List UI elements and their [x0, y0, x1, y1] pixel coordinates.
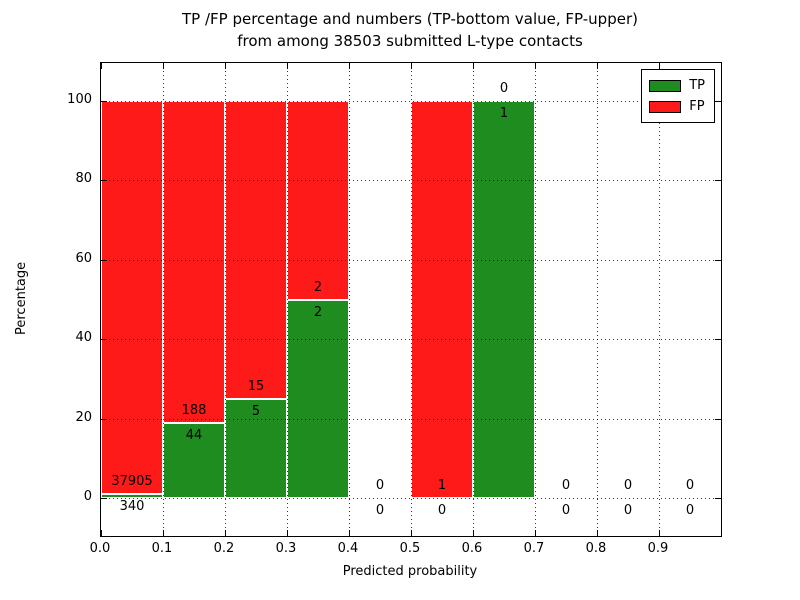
vertical-gridline — [473, 63, 474, 536]
vertical-gridline — [659, 63, 660, 536]
x-tick-mark-bottom — [597, 530, 598, 536]
y-tick-mark-right — [715, 418, 721, 420]
y-tick-mark-left — [101, 339, 107, 341]
tp-count-label: 0 — [685, 503, 695, 518]
y-tick-mark-right — [715, 180, 721, 182]
fp-count-label: 37905 — [111, 474, 153, 490]
x-tick-label: 0.2 — [213, 541, 235, 556]
fp-count-label: 0 — [685, 478, 695, 493]
x-tick-mark-top — [535, 63, 536, 69]
fp-count-label: 15 — [247, 378, 265, 394]
y-tick-mark-left — [101, 498, 107, 499]
x-tick-mark-top — [101, 63, 102, 69]
x-tick-label: 0.8 — [585, 541, 607, 556]
chart-title-line1: TP /FP percentage and numbers (TP-bottom… — [182, 10, 638, 28]
y-tick-label: 80 — [75, 171, 92, 187]
x-tick-mark-top — [163, 63, 164, 69]
x-tick-mark-top — [225, 63, 226, 69]
y-axis-label: Percentage — [14, 261, 29, 336]
tp-count-label: 340 — [119, 499, 145, 515]
fp-legend-swatch — [649, 100, 682, 113]
y-tick-mark-left — [101, 180, 107, 182]
vertical-gridline — [597, 63, 598, 536]
x-tick-mark-top — [659, 63, 660, 69]
tp-legend-label: TP — [689, 78, 705, 93]
x-tick-mark-bottom — [101, 530, 102, 536]
x-tick-mark-top — [473, 63, 474, 69]
tp-count-label: 0 — [437, 503, 447, 518]
vertical-gridline — [225, 63, 226, 536]
chart-title-line2: from among 38503 submitted L-type contac… — [237, 32, 583, 50]
y-tick-label: 0 — [83, 489, 92, 504]
tp-count-label: 0 — [623, 503, 633, 518]
x-tick-mark-top — [411, 63, 412, 69]
fp-count-label: 188 — [181, 402, 207, 418]
tp-bar-segment — [101, 494, 163, 498]
fp-count-label: 0 — [499, 81, 509, 96]
x-tick-mark-bottom — [411, 530, 412, 536]
x-tick-mark-bottom — [287, 530, 288, 536]
x-tick-label: 0.3 — [275, 541, 297, 556]
x-tick-label: 0.9 — [647, 541, 669, 556]
x-tick-label: 0.0 — [89, 541, 111, 556]
vertical-gridline — [163, 63, 164, 536]
tp-count-label: 1 — [499, 106, 509, 121]
x-tick-mark-top — [597, 63, 598, 69]
tp-bar-segment — [225, 398, 287, 498]
x-tick-mark-bottom — [535, 530, 536, 536]
x-tick-mark-top — [287, 63, 288, 69]
x-tick-mark-bottom — [349, 530, 350, 536]
y-tick-mark-right — [715, 259, 721, 261]
tp-count-label: 5 — [251, 403, 261, 419]
y-tick-label: 100 — [67, 92, 92, 107]
x-tick-label: 0.7 — [523, 541, 545, 556]
x-tick-label: 0.6 — [461, 541, 483, 556]
y-tick-mark-right — [715, 101, 721, 102]
fp-bar-segment — [287, 101, 349, 300]
x-tick-mark-bottom — [659, 530, 660, 536]
vertical-gridline — [535, 63, 536, 536]
y-tick-mark-right — [715, 339, 721, 341]
tp-bar-segment — [287, 299, 349, 498]
tp-bar-segment — [473, 101, 535, 498]
x-tick-mark-top — [349, 63, 350, 69]
tp-count-label: 2 — [313, 304, 323, 320]
y-tick-mark-left — [101, 418, 107, 420]
y-tick-mark-left — [101, 259, 107, 261]
fp-count-label: 0 — [623, 478, 633, 493]
fp-legend-label: FP — [689, 99, 705, 114]
x-axis-label: Predicted probability — [342, 564, 478, 579]
fp-bar-segment — [101, 101, 163, 495]
fp-count-label: 0 — [561, 478, 571, 493]
x-tick-mark-bottom — [225, 530, 226, 536]
tp-count-label: 44 — [185, 427, 203, 443]
plot-area: 37905 340 188 44 15 5 2 2 0 0 1 0 0 1 0 0 0 0 0 0 TP FP — [100, 62, 722, 537]
x-tick-label: 0.1 — [151, 541, 173, 556]
y-tick-mark-right — [715, 498, 721, 499]
fp-bar-segment — [163, 101, 225, 423]
fp-count-label: 1 — [437, 478, 447, 493]
fp-bar-segment — [411, 101, 473, 498]
vertical-gridline — [287, 63, 288, 536]
legend-row-tp: TP — [649, 75, 705, 96]
tp-count-label: 0 — [561, 503, 571, 518]
x-tick-mark-bottom — [473, 530, 474, 536]
tp-count-label: 0 — [375, 503, 385, 518]
vertical-gridline — [411, 63, 412, 536]
x-tick-label: 0.4 — [337, 541, 359, 556]
vertical-gridline — [349, 63, 350, 536]
fp-count-label: 0 — [375, 478, 385, 493]
legend-row-fp: FP — [649, 96, 705, 117]
fp-count-label: 2 — [313, 279, 323, 295]
y-tick-label: 20 — [75, 409, 92, 425]
x-tick-label: 0.5 — [399, 541, 421, 556]
y-tick-mark-left — [101, 101, 107, 102]
tp-legend-swatch — [649, 79, 682, 92]
y-tick-label: 40 — [75, 330, 92, 346]
legend: TP FP — [641, 69, 715, 123]
x-tick-mark-bottom — [163, 530, 164, 536]
y-tick-label: 60 — [75, 250, 92, 266]
fp-bar-segment — [225, 101, 287, 399]
